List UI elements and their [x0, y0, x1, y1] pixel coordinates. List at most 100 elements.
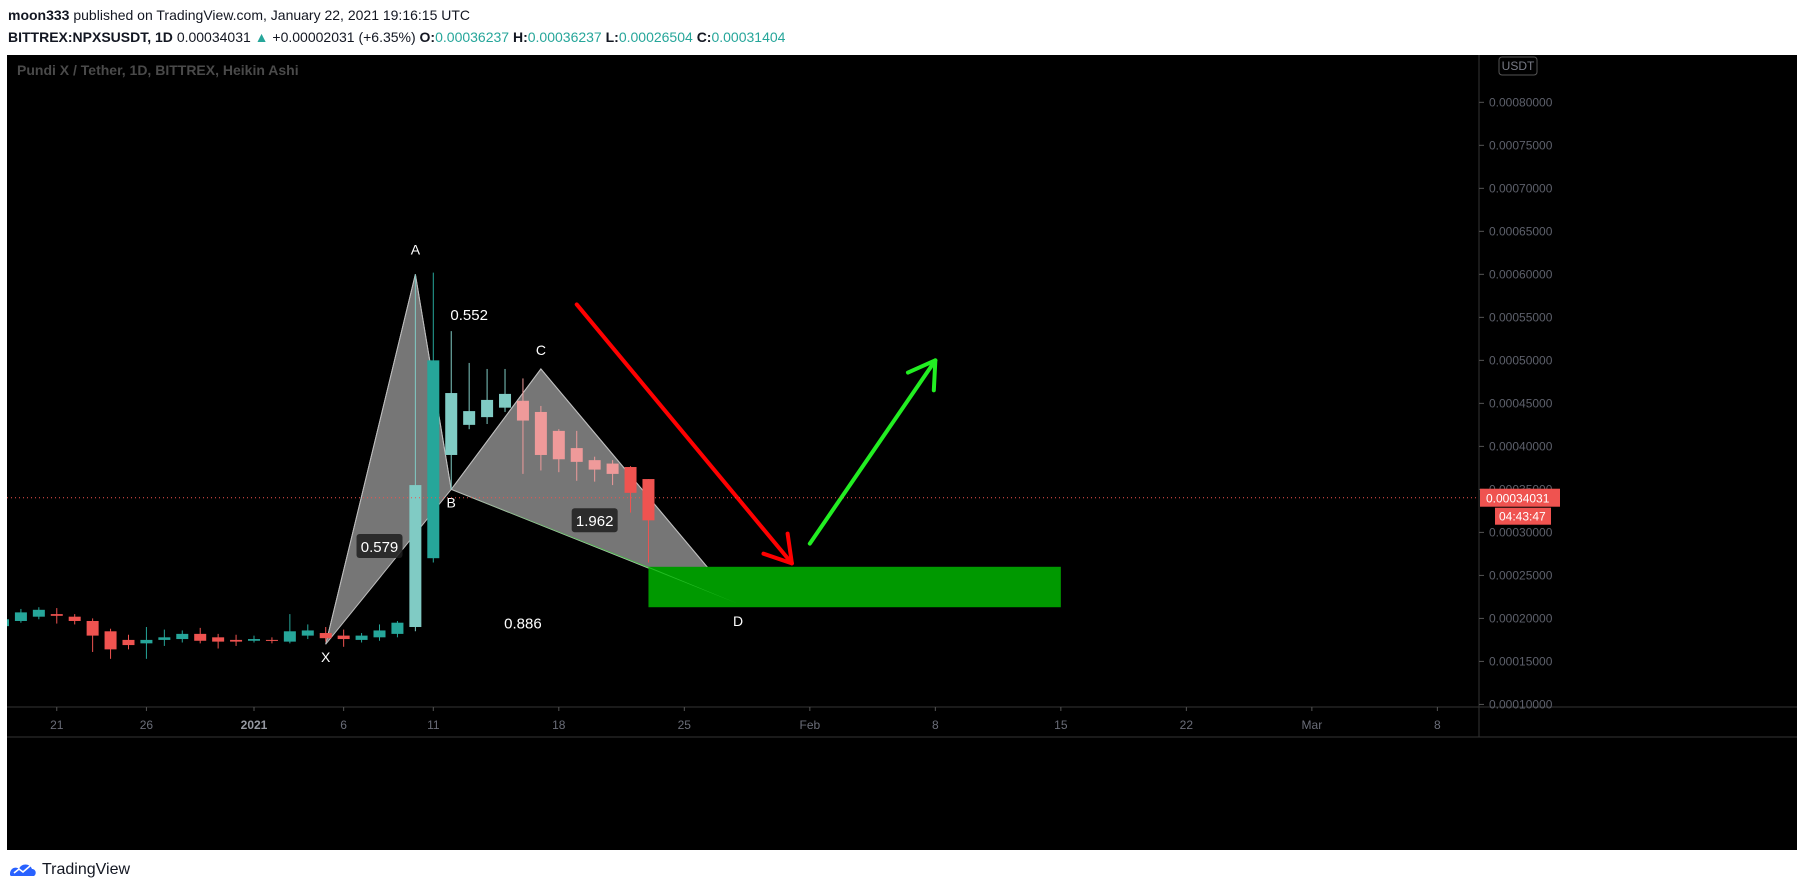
candle-body — [337, 635, 350, 640]
currency-badge-box — [1498, 56, 1538, 76]
y-tick-label: 0.00015000 — [1489, 654, 1553, 668]
y-tick-label: 0.00075000 — [1489, 138, 1553, 152]
x-tick-label: 8 — [932, 718, 939, 732]
publish-line: moon333 published on TradingView.com, Ja… — [8, 7, 470, 23]
y-tick-label: 0.00060000 — [1489, 267, 1553, 281]
footer: TradingView — [8, 860, 130, 880]
candle-body — [427, 360, 440, 559]
target-zone — [648, 566, 1061, 608]
candle-body — [499, 393, 512, 408]
author-name[interactable]: moon333 — [8, 7, 70, 23]
candle-body — [265, 639, 278, 641]
tradingview-logo-icon — [10, 864, 36, 876]
green-up-arrow-head — [905, 358, 938, 393]
last-price-tag — [1480, 488, 1560, 507]
ratio-label: 0.886 — [504, 616, 542, 633]
x-tick-label: 8 — [1434, 718, 1441, 732]
y-tick-label: 0.00055000 — [1489, 310, 1553, 324]
y-tick-label: 0.00025000 — [1489, 568, 1553, 582]
currency-badge: USDT — [1502, 59, 1535, 73]
ratio-label: 0.579 — [361, 539, 399, 556]
y-tick-label: 0.00030000 — [1489, 525, 1553, 539]
symbol-name: BITTREX:NPXSUSDT, 1D — [8, 29, 173, 45]
candle-body — [570, 448, 583, 462]
candle-body — [32, 609, 45, 617]
y-tick-label: 0.00080000 — [1489, 95, 1553, 109]
candle-body — [552, 430, 565, 460]
pattern-point-d: D — [733, 613, 743, 629]
close-label: C: — [696, 29, 712, 45]
low-value: 0.00026504 — [618, 29, 693, 45]
x-tick-label: 26 — [140, 718, 154, 732]
y-tick-label: 0.00065000 — [1489, 224, 1553, 238]
x-tick-label: 18 — [552, 718, 566, 732]
chart-title: Pundi X / Tether, 1D, BITTREX, Heikin As… — [17, 62, 299, 78]
candle-body — [176, 633, 189, 640]
candle-body — [606, 463, 619, 474]
current-price: 0.00034031 — [176, 29, 251, 45]
y-tick-label: 0.00020000 — [1489, 611, 1553, 625]
ratio-label-box — [571, 508, 618, 533]
green-up-arrow-shaft — [807, 358, 938, 546]
candle-body — [0, 619, 9, 627]
candle-body — [104, 631, 117, 650]
ratio-label: 0.552 — [450, 307, 488, 324]
countdown-tag — [1495, 507, 1551, 525]
candle-body — [373, 630, 386, 638]
pattern-point-c: C — [536, 342, 546, 358]
price-chart[interactable]: Pundi X / Tether, 1D, BITTREX, Heikin As… — [0, 55, 1797, 850]
candle-body — [86, 620, 99, 636]
pattern-point-x: X — [321, 649, 331, 665]
close-value: 0.00031404 — [711, 29, 786, 45]
x-tick-label: 15 — [1054, 718, 1068, 732]
y-tick-label: 0.00010000 — [1489, 697, 1553, 711]
y-tick-label: 0.00050000 — [1489, 353, 1553, 367]
x-tick-label: 6 — [340, 718, 347, 732]
x-tick-label: 22 — [1180, 718, 1194, 732]
candle-body — [230, 639, 243, 642]
price-change: +0.00002031 (+6.35%) — [272, 29, 416, 45]
candle-body — [283, 631, 296, 642]
candle-body — [158, 637, 171, 640]
tradingview-brand[interactable]: TradingView — [42, 861, 131, 878]
low-label: L: — [605, 29, 619, 45]
candle-body — [50, 614, 63, 616]
high-label: H: — [512, 29, 528, 45]
candle-body — [122, 639, 135, 646]
candle-body — [445, 393, 458, 455]
x-tick-label: 11 — [427, 718, 440, 732]
zone-pattern-overlap — [451, 489, 739, 604]
candle-body — [516, 400, 529, 421]
candle-body — [624, 467, 637, 493]
ratio-label: 1.962 — [576, 513, 614, 530]
candle-body — [319, 633, 332, 639]
ratio-label-box — [356, 534, 403, 559]
x-tick-label: Feb — [799, 718, 820, 732]
chart-background — [7, 55, 1797, 850]
countdown-value: 04:43:47 — [1499, 510, 1546, 524]
x-tick-label: 25 — [678, 718, 692, 732]
candle-body — [248, 639, 260, 641]
red-down-arrow-shaft — [574, 302, 794, 566]
last-price-value: 0.00034031 — [1486, 492, 1550, 506]
high-value: 0.00036237 — [527, 29, 602, 45]
red-down-arrow-head — [761, 531, 794, 566]
chart-container[interactable]: Pundi X / Tether, 1D, BITTREX, Heikin As… — [0, 55, 1797, 850]
x-tick-label: 21 — [50, 718, 64, 732]
candle-body — [212, 637, 225, 642]
x-tick-label: Mar — [1302, 718, 1323, 732]
x-tick-label: 2021 — [241, 718, 268, 732]
candle-body — [463, 411, 476, 425]
candle-body — [68, 616, 81, 621]
pattern-point-b: B — [447, 494, 456, 510]
candle-body — [534, 411, 547, 455]
candle-body — [301, 630, 314, 636]
up-triangle-icon: ▲ — [254, 29, 269, 45]
candle-body — [642, 479, 655, 521]
candle-body — [481, 399, 494, 418]
candle-body — [588, 460, 601, 470]
symbol-line: BITTREX:NPXSUSDT, 1D 0.00034031 ▲ +0.000… — [8, 29, 785, 45]
candle-body — [409, 485, 422, 628]
candle-body — [140, 639, 153, 644]
candle-body — [391, 622, 404, 634]
